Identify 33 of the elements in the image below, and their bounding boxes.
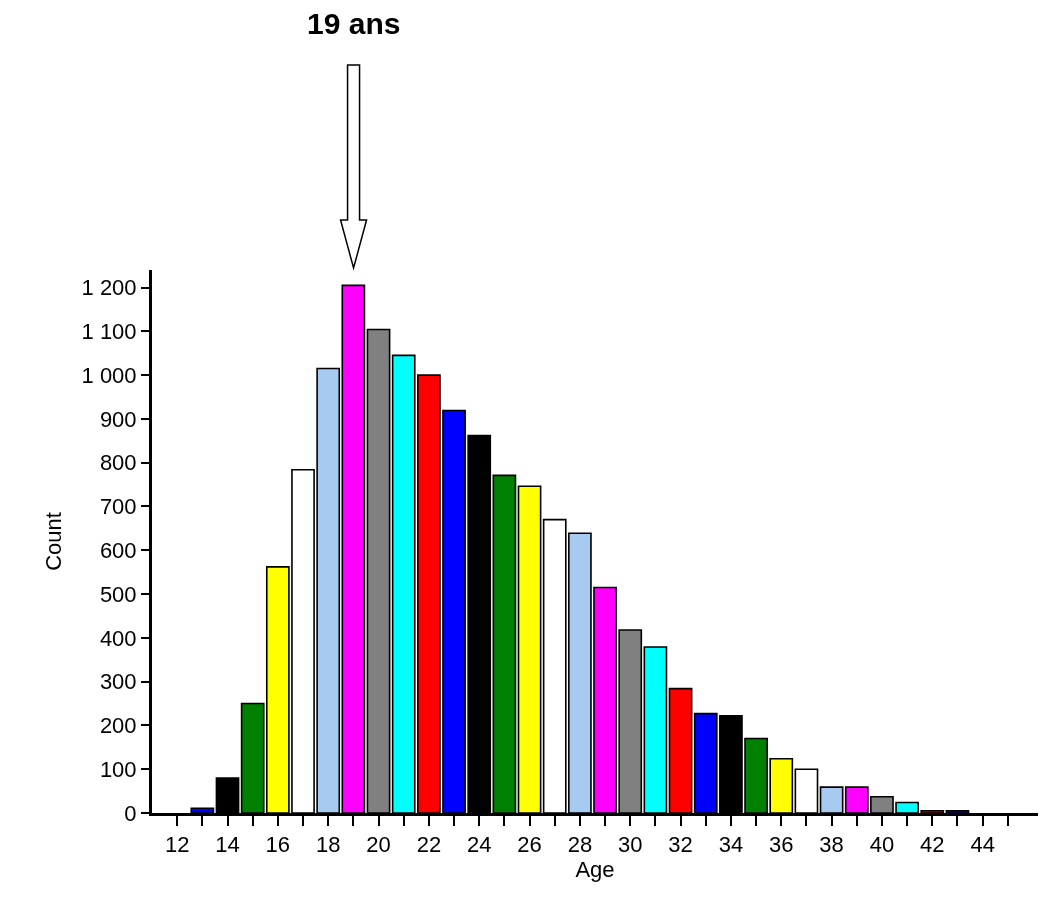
y-tick-label: 1 000 [81, 362, 137, 388]
x-tick-label: 18 [315, 832, 341, 858]
y-tick-label: 0 [124, 800, 137, 826]
x-tick-label: 34 [718, 832, 744, 858]
y-tick-label: 100 [99, 756, 137, 782]
x-tick-label: 30 [618, 832, 643, 858]
y-tick-label: 1 200 [81, 275, 137, 301]
text: 19 ans [307, 7, 401, 40]
x-tick-label: 44 [970, 832, 995, 858]
x-tick-label: 42 [920, 832, 945, 858]
x-tick-label: 38 [819, 832, 844, 858]
y-tick-label: 400 [99, 625, 137, 651]
x-tick-label: 24 [466, 832, 492, 858]
x-tick-label: 16 [265, 832, 291, 858]
x-axis-title: Age [575, 857, 615, 883]
x-tick-label: 20 [366, 832, 391, 858]
x-tick-label: 12 [164, 832, 190, 858]
x-tick-label: 14 [215, 832, 240, 858]
y-tick-label: 700 [99, 494, 137, 520]
x-tick-label: 26 [517, 832, 542, 858]
y-tick-label: 600 [99, 537, 137, 563]
y-tick-label: 500 [99, 581, 137, 607]
x-tick-label: 32 [668, 832, 693, 858]
y-axis-title: Count [41, 512, 67, 571]
x-tick-label: 40 [869, 832, 895, 858]
y-tick-label: 900 [99, 406, 137, 432]
x-tick-label: 28 [567, 832, 593, 858]
y-tick-label: 200 [99, 713, 137, 739]
x-tick-label: 36 [769, 832, 794, 858]
y-tick-label: 800 [99, 450, 137, 476]
y-tick-label: 1 100 [81, 319, 137, 345]
x-tick-label: 22 [416, 832, 442, 858]
y-tick-label: 300 [99, 669, 137, 695]
